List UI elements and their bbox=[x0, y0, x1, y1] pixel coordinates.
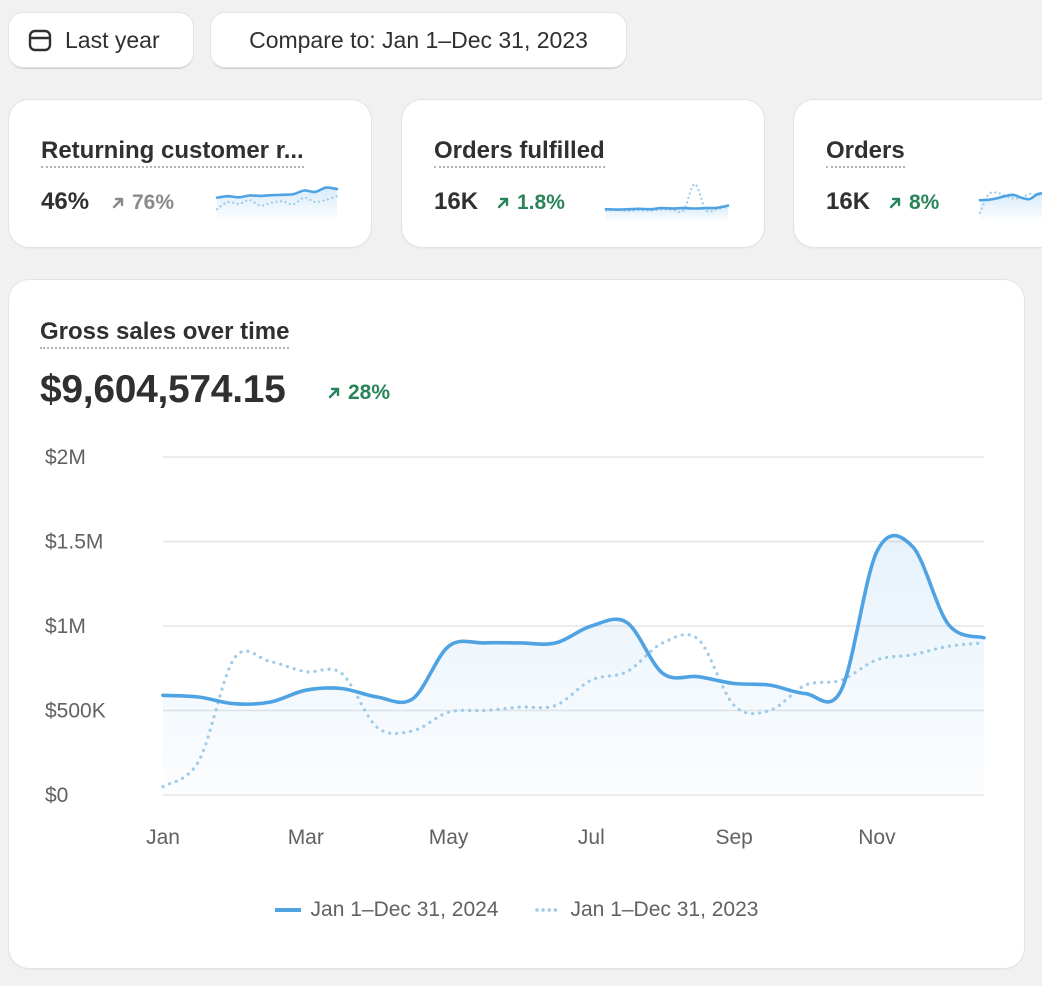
chart-change-value: 28% bbox=[348, 381, 391, 404]
compare-period-button[interactable]: Compare to: Jan 1–Dec 31, 2023 bbox=[211, 13, 626, 67]
chart-title[interactable]: Gross sales over time bbox=[40, 318, 290, 349]
gross-sales-card: Gross sales over time $9,604,574.15 28% … bbox=[9, 280, 1024, 968]
arrow-up-right-icon bbox=[327, 386, 341, 400]
metric-change: 8% bbox=[888, 191, 939, 215]
legend-label-current: Jan 1–Dec 31, 2024 bbox=[310, 898, 499, 921]
metric-change: 1.8% bbox=[496, 191, 565, 215]
series-line-current bbox=[161, 533, 986, 706]
y-tick-label: $0 bbox=[45, 784, 68, 807]
x-tick-label: Jul bbox=[578, 826, 605, 849]
arrow-up-right-icon bbox=[496, 196, 510, 210]
metric-value: 16K bbox=[434, 188, 479, 215]
series-area-current bbox=[163, 535, 984, 795]
y-tick-label: $1.5M bbox=[45, 531, 103, 554]
sparkline-current bbox=[215, 186, 339, 199]
y-tick-label: $500K bbox=[45, 700, 106, 723]
compare-period-label: Compare to: Jan 1–Dec 31, 2023 bbox=[249, 26, 588, 53]
chart-total-value: $9,604,574.15 bbox=[40, 368, 286, 411]
y-tick-label: $2M bbox=[45, 446, 86, 469]
legend-solid-line-icon bbox=[274, 908, 301, 912]
x-tick-label: Mar bbox=[288, 826, 324, 849]
metric-change: 76% bbox=[111, 191, 174, 215]
metric-sparkline bbox=[215, 186, 339, 222]
arrow-up-right-icon bbox=[111, 196, 125, 210]
legend-item-current[interactable]: Jan 1–Dec 31, 2024 bbox=[274, 898, 499, 922]
metric-card-returning-customer-rate[interactable]: Returning customer r... 46% 76% bbox=[9, 100, 371, 247]
date-range-button[interactable]: Last year bbox=[9, 13, 193, 67]
calendar-icon bbox=[27, 27, 53, 53]
arrow-up-right-icon bbox=[888, 196, 902, 210]
metric-sparkline bbox=[604, 182, 730, 222]
x-tick-label: Sep bbox=[715, 826, 752, 849]
sparkline-previous bbox=[604, 182, 730, 214]
metric-value: 46% bbox=[41, 188, 90, 215]
x-tick-label: Nov bbox=[858, 826, 896, 849]
metric-value: 16K bbox=[826, 188, 871, 215]
sparkline-area bbox=[980, 193, 1042, 222]
chart-change: 28% bbox=[327, 381, 390, 405]
metric-title[interactable]: Orders fulfilled bbox=[434, 137, 605, 168]
x-tick-label: Jan bbox=[146, 826, 180, 849]
sparkline-area bbox=[217, 187, 337, 222]
chart-legend: Jan 1–Dec 31, 2024 Jan 1–Dec 31, 2023 bbox=[9, 898, 1024, 922]
metric-change-value: 76% bbox=[132, 191, 175, 214]
metric-change-value: 1.8% bbox=[517, 191, 565, 214]
sparkline-previous bbox=[215, 195, 339, 211]
sparkline-current bbox=[604, 204, 730, 211]
legend-item-previous[interactable]: Jan 1–Dec 31, 2023 bbox=[534, 898, 759, 922]
series-line-previous bbox=[161, 632, 986, 789]
legend-dotted-line-icon bbox=[534, 908, 561, 912]
gross-sales-line-chart[interactable]: $0 $500K $1M $1.5M $2M Jan Mar May Jul Sep Nov bbox=[9, 280, 1024, 880]
legend-label-previous: Jan 1–Dec 31, 2023 bbox=[570, 898, 759, 921]
metric-title[interactable]: Orders bbox=[826, 137, 905, 168]
metric-card-orders-fulfilled[interactable]: Orders fulfilled 16K 1.8% bbox=[402, 100, 764, 247]
sparkline-current bbox=[978, 191, 1042, 202]
date-range-label: Last year bbox=[65, 26, 160, 53]
metric-sparkline bbox=[978, 191, 1042, 222]
metric-title[interactable]: Returning customer r... bbox=[41, 137, 304, 168]
x-tick-label: May bbox=[429, 826, 469, 849]
metric-card-orders[interactable]: Orders 16K 8% bbox=[794, 100, 1042, 247]
y-tick-label: $1M bbox=[45, 615, 86, 638]
metric-change-value: 8% bbox=[909, 191, 940, 214]
